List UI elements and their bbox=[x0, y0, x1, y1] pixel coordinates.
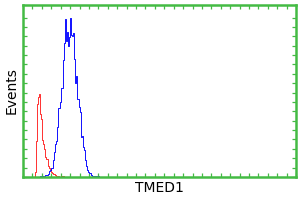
Y-axis label: Events: Events bbox=[5, 67, 19, 114]
X-axis label: TMED1: TMED1 bbox=[135, 181, 184, 195]
